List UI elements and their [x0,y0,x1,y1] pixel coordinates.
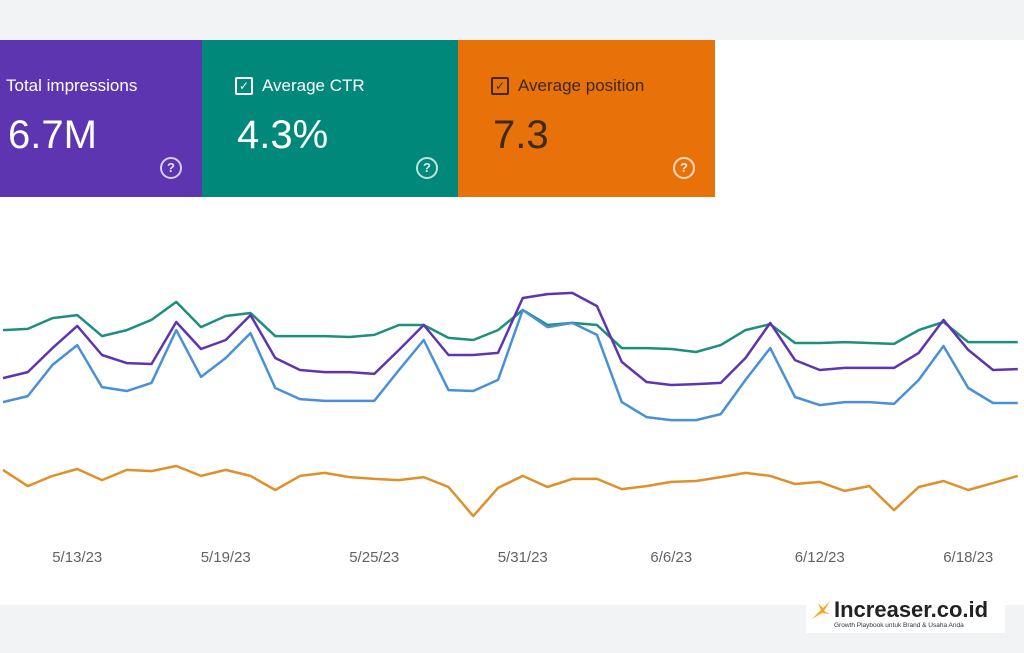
watermark: Increaser.co.id Growth Playbook untuk Br… [806,597,1005,633]
logo-icon [812,601,830,619]
series-line [2,291,1018,387]
help-icon[interactable]: ? [416,157,438,179]
x-tick-label: 6/12/23 [795,549,845,566]
card-value: 6.7M [8,113,97,157]
card-value: 4.3% [237,113,329,157]
card-label: Average position [518,76,645,95]
series-line [2,464,1019,518]
watermark-tagline: Growth Playbook untuk Brand & Usaha Anda [834,622,964,629]
metric-card[interactable]: ✓ Average position 7.3? [458,40,715,197]
x-tick-label: 5/19/23 [201,549,251,566]
metric-card[interactable]: Total impressions 6.7M? [0,40,202,197]
x-tick-label: 6/6/23 [650,549,692,566]
series-line [2,308,1018,422]
card-value: 7.3 [493,113,549,157]
watermark-brand: Increaser.co.id [834,597,989,622]
checkbox[interactable]: ✓ [491,77,509,95]
help-icon[interactable]: ? [673,157,695,179]
card-label: Average CTR [262,76,365,95]
x-tick-label: 6/18/23 [943,549,993,566]
help-icon[interactable]: ? [160,157,182,179]
x-tick-label: 5/31/23 [498,549,548,566]
card-label: Total impressions [6,76,138,95]
x-tick-label: 5/25/23 [349,549,399,566]
checkbox[interactable]: ✓ [235,77,253,95]
x-tick-label: 5/13/23 [52,549,102,566]
series-line [2,300,1018,354]
metric-card[interactable]: ✓ Average CTR 4.3%? [202,40,458,197]
